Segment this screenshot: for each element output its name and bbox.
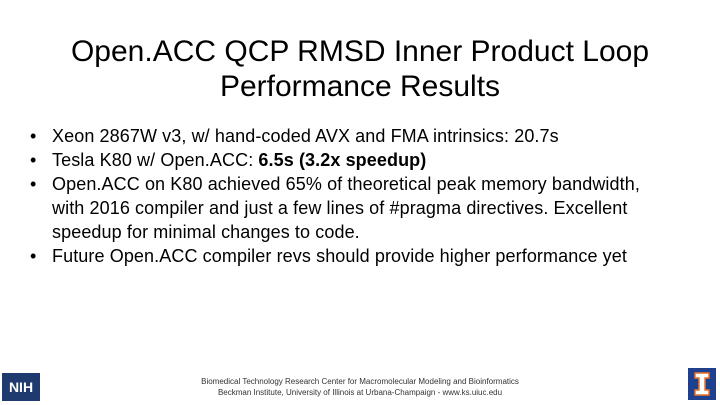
title-line: Performance Results: [219, 70, 501, 103]
title-line: Open.ACC QCP RMSD Inner Product Loop: [70, 35, 650, 68]
footer-line: Biomedical Technology Research Center fo…: [201, 377, 519, 386]
bullet-list: Xeon 2867W v3, w/ hand-coded AVX and FMA…: [30, 124, 670, 268]
nih-logo: NIH: [2, 373, 40, 401]
logo-letter: [694, 372, 710, 396]
footer: Biomedical Technology Research Center fo…: [0, 376, 720, 398]
bullet: Open.ACC on K80 achieved 65% of theoreti…: [30, 172, 670, 244]
slide-title: Open.ACC QCP RMSD Inner Product Loop Per…: [0, 34, 720, 104]
bullet-text: Open.ACC on K80 achieved 65% of theoreti…: [52, 174, 640, 242]
bullet-text: Tesla K80 w/ Open.ACC:: [52, 150, 254, 170]
illinois-logo: [688, 368, 716, 400]
bullet-bold: 6.5s (3.2x speedup): [258, 150, 427, 170]
bullet-text: Future Open.ACC compiler revs should pro…: [52, 246, 627, 266]
footer-line: Beckman Institute, University of Illinoi…: [217, 388, 503, 397]
bullet: Xeon 2867W v3, w/ hand-coded AVX and FMA…: [30, 124, 670, 148]
bullet: Future Open.ACC compiler revs should pro…: [30, 244, 670, 268]
bullet: Tesla K80 w/ Open.ACC: 6.5s (3.2x speedu…: [30, 148, 670, 172]
bullet-text: Xeon 2867W v3, w/ hand-coded AVX and FMA…: [52, 126, 559, 146]
